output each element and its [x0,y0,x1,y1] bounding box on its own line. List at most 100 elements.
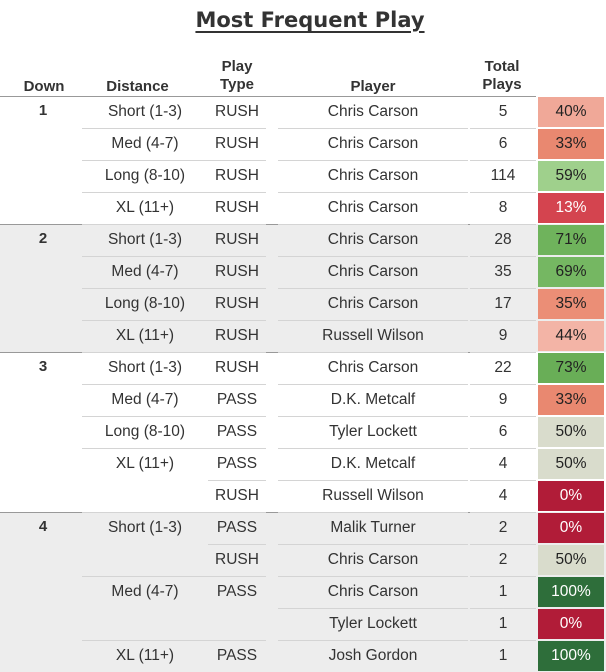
row-divider [208,384,266,385]
success-pct-cell: 0% [538,481,604,511]
row-divider [470,480,536,481]
distance-cell: Med (4-7) [111,135,179,152]
play-type-cell: PASS [216,647,258,664]
row-divider [470,544,536,545]
success-pct-cell: 33% [538,129,604,159]
distance-cell [82,480,208,512]
row-divider [208,544,266,545]
row-divider [208,160,266,161]
success-pct-cell: 59% [538,161,604,191]
row-divider [208,256,266,257]
row-divider [208,192,266,193]
group-divider [0,96,536,97]
row-divider [82,288,208,289]
row-divider [278,416,468,417]
row-divider [208,448,266,449]
row-divider [208,288,266,289]
player-cell: D.K. Metcalf [330,455,416,472]
player-cell: Chris Carson [327,295,419,312]
play-type-cell: RUSH [215,551,259,568]
play-type-cell: PASS [216,519,258,536]
play-type-cell: RUSH [215,295,259,312]
distance-cell: XL (11+) [115,199,175,216]
row-divider [278,448,468,449]
row-divider [470,224,536,225]
total-plays-cell: 1 [498,583,508,600]
distance-cell: XL (11+) [115,455,175,472]
row-divider [470,512,536,513]
down-label: 4 [38,518,48,535]
total-plays-cell: 6 [498,423,508,440]
row-divider [82,352,208,353]
row-divider [470,448,536,449]
play-type-cell: RUSH [215,359,259,376]
play-type-cell: RUSH [215,263,259,280]
player-cell: Chris Carson [327,135,419,152]
row-divider [278,160,468,161]
down-label: 2 [38,230,48,247]
play-type-cell: RUSH [215,327,259,344]
total-plays-cell: 4 [498,487,508,504]
down-group-band [0,512,606,672]
row-divider [470,416,536,417]
success-pct-cell: 73% [538,353,604,383]
success-pct-cell: 44% [538,321,604,351]
total-plays-cell: 4 [498,455,508,472]
play-type-cell: RUSH [215,231,259,248]
header-player: Player [350,78,396,95]
distance-cell: Short (1-3) [107,519,183,536]
row-divider [278,192,468,193]
header-distance: Distance [106,78,169,95]
row-divider [278,576,468,577]
row-divider [208,352,266,353]
row-divider [470,576,536,577]
success-pct-cell: 35% [538,289,604,319]
success-pct-cell: 13% [538,193,604,223]
total-plays-cell: 1 [498,647,508,664]
distance-cell: Long (8-10) [104,167,186,184]
success-pct-cell: 69% [538,257,604,287]
distance-cell: Med (4-7) [111,583,179,600]
player-cell: D.K. Metcalf [330,391,416,408]
play-type-cell: PASS [216,455,258,472]
row-divider [278,384,468,385]
row-divider [208,576,266,577]
down-label: 1 [38,102,48,119]
row-divider [278,544,468,545]
player-cell: Chris Carson [327,263,419,280]
row-divider [470,352,536,353]
play-type-cell: RUSH [215,103,259,120]
distance-cell: Short (1-3) [107,103,183,120]
play-type-cell: RUSH [215,135,259,152]
row-divider [278,352,468,353]
distance-cell: Short (1-3) [107,231,183,248]
player-cell: Chris Carson [327,231,419,248]
player-cell: Chris Carson [327,359,419,376]
play-type-cell: RUSH [215,199,259,216]
row-divider [82,384,208,385]
play-type-cell: PASS [216,423,258,440]
down-label: 3 [38,358,48,375]
group-divider [0,352,536,353]
row-divider [208,640,266,641]
header-play-type: Play Type [220,58,254,93]
row-divider [470,128,536,129]
header-total-plays: Total Plays [482,58,522,93]
total-plays-cell: 28 [494,231,512,248]
total-plays-cell: 6 [498,135,508,152]
player-cell: Tyler Lockett [329,615,417,632]
row-divider [82,320,208,321]
header-down: Down [23,78,65,95]
row-divider [470,192,536,193]
total-plays-cell: 35 [494,263,512,280]
row-divider [208,128,266,129]
play-type-cell: RUSH [215,487,259,504]
row-divider [82,160,208,161]
row-divider [278,512,468,513]
down-group-band [0,352,606,512]
success-pct-cell: 71% [538,225,604,255]
total-plays-cell: 2 [498,519,508,536]
row-divider [470,640,536,641]
row-divider [278,608,468,609]
row-divider [470,320,536,321]
